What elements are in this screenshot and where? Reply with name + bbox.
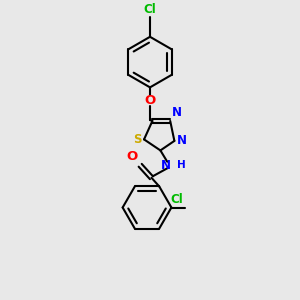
Text: N: N	[161, 159, 171, 172]
Text: Cl: Cl	[144, 3, 156, 16]
Text: Cl: Cl	[171, 193, 183, 206]
Text: O: O	[127, 150, 138, 163]
Text: O: O	[144, 94, 156, 107]
Text: N: N	[172, 106, 182, 119]
Text: S: S	[133, 133, 142, 146]
Text: N: N	[177, 134, 187, 147]
Text: H: H	[177, 160, 186, 170]
